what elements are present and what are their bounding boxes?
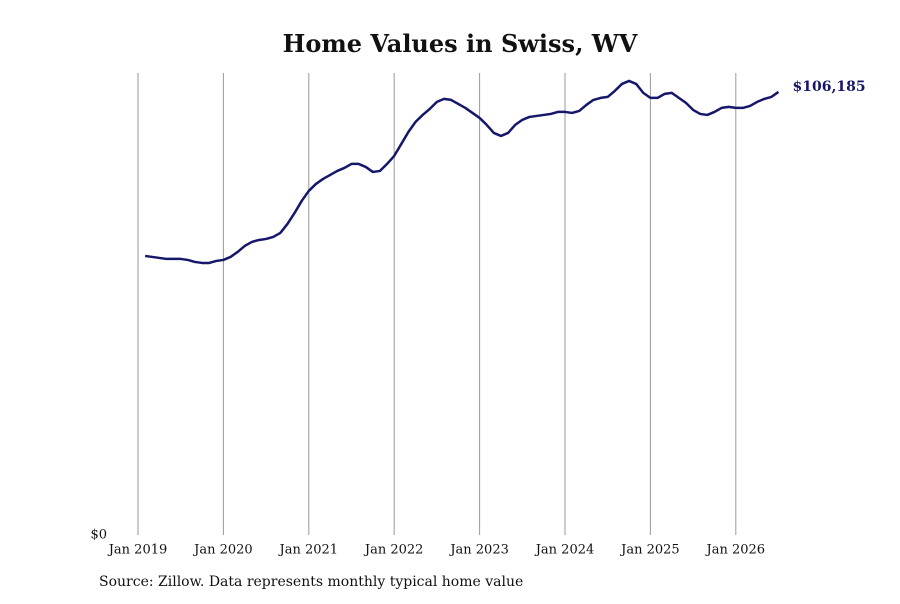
y-tick-label: $0 [90, 528, 107, 543]
data-label: $106,185 [793, 79, 866, 95]
x-tick-label: Jan 2019 [107, 543, 168, 558]
source-note: Source: Zillow. Data represents monthly … [99, 574, 523, 590]
x-tick-label: Jan 2021 [278, 543, 339, 558]
x-tick-label: Jan 2024 [534, 543, 595, 558]
data-line [144, 79, 780, 265]
chart-title: Home Values in Swiss, WV [283, 29, 638, 58]
x-tick-label: Jan 2023 [448, 543, 509, 558]
x-tick-label: Jan 2020 [192, 543, 253, 558]
x-tick-label: Jan 2025 [619, 543, 680, 558]
x-tick-label: Jan 2022 [363, 543, 424, 558]
x-tick-label: Jan 2026 [705, 543, 766, 558]
